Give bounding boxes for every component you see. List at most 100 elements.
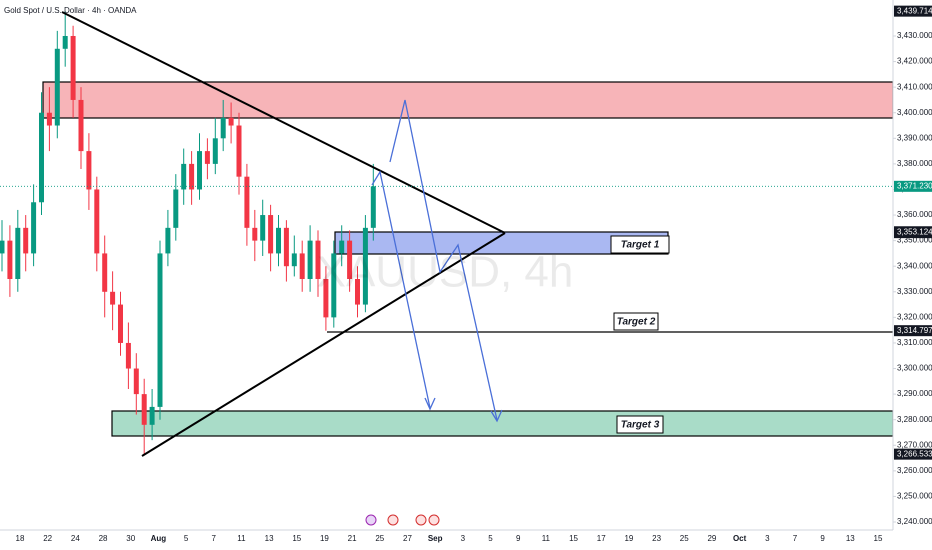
x-tick-label: 15 (874, 534, 883, 543)
candle-body (212, 138, 218, 164)
x-tick-label: 29 (707, 534, 716, 543)
candle-body (102, 253, 108, 292)
y-tick-label: 3,310.000 (897, 338, 932, 347)
candle-body (299, 253, 305, 280)
candle-body (149, 406, 155, 425)
candle-body (31, 202, 37, 254)
candle-body (133, 368, 139, 395)
y-tick-label: 3,380.000 (897, 159, 932, 168)
candle-body (78, 99, 84, 152)
x-tick-label: Oct (733, 534, 747, 543)
x-tick-label: 5 (184, 534, 189, 543)
candles (0, 11, 376, 455)
y-tick-label: 3,410.000 (897, 82, 932, 91)
candle-body (7, 240, 13, 280)
price-label: 3,314.797 (897, 326, 932, 335)
target-box (613, 312, 659, 331)
x-tick-label: 11 (542, 534, 551, 543)
candle-body (86, 151, 92, 190)
price-label-bg (894, 5, 932, 17)
x-tick-label: Aug (151, 534, 167, 543)
y-tick-label: 3,240.000 (897, 517, 932, 526)
x-tick-label: 13 (846, 534, 855, 543)
x-tick-label: 27 (403, 534, 412, 543)
event-icon[interactable] (365, 514, 377, 526)
x-tick-label: 23 (652, 534, 661, 543)
price-label: 3,439.714 (897, 6, 932, 15)
candle-body (70, 35, 76, 100)
event-icon[interactable] (387, 514, 399, 526)
watermark: XAUUSD, 4h (317, 248, 574, 297)
y-tick-label: 3,320.000 (897, 312, 932, 321)
candle-body (236, 125, 242, 177)
candle-body (355, 279, 360, 305)
y-tick-label: 3,350.000 (897, 236, 932, 245)
x-tick-label: 24 (71, 534, 80, 543)
y-tick-label: 3,400.000 (897, 108, 932, 117)
x-tick-label: 28 (99, 534, 108, 543)
x-tick-label: 3 (765, 534, 770, 543)
x-tick-label: 30 (126, 534, 135, 543)
event-icon[interactable] (415, 514, 427, 526)
candle-body (307, 240, 313, 280)
candle-body (260, 215, 266, 241)
trendline-upper (61, 11, 506, 234)
candle-body (244, 176, 250, 228)
candle-body (276, 227, 281, 254)
candle-body (181, 163, 187, 190)
y-tick-label: 3,300.000 (897, 364, 932, 373)
y-tick-label: 3,280.000 (897, 415, 932, 424)
y-tick-label: 3,330.000 (897, 287, 932, 296)
price-label: 3,371.230 (897, 181, 932, 190)
price-label: 3,353.124 (897, 228, 932, 237)
arrow-head (490, 409, 503, 423)
x-tick-label: 13 (265, 534, 274, 543)
event-icon[interactable] (428, 514, 440, 526)
candle-body (118, 304, 123, 343)
x-tick-label: 22 (43, 534, 52, 543)
x-tick-label: 18 (16, 534, 25, 543)
x-tick-label: 17 (597, 534, 606, 543)
candle-body (220, 117, 226, 139)
projection-arrow (371, 170, 431, 409)
x-tick-label: 21 (348, 534, 357, 543)
candle-body (331, 253, 337, 318)
candle-body (315, 240, 321, 280)
candle-body (125, 342, 131, 369)
candle-body (173, 189, 179, 228)
candle-body (291, 253, 297, 267)
candle-body (141, 394, 147, 425)
y-tick-label: 3,390.000 (897, 133, 932, 142)
y-tick-label: 3,420.000 (897, 57, 932, 66)
projection-arrow (389, 99, 498, 421)
y-tick-label: 3,340.000 (897, 261, 932, 270)
price-label-bg (894, 227, 932, 239)
candle-body (347, 240, 353, 280)
candle-body (23, 227, 29, 254)
x-tick-label: 9 (516, 534, 521, 543)
candle-body (54, 48, 60, 126)
x-tick-label: 19 (320, 534, 329, 543)
target-box (610, 235, 670, 254)
target-box (616, 415, 664, 434)
target-label: Target 2 (617, 317, 656, 328)
resistance-zone (42, 81, 894, 119)
candle-body (252, 227, 258, 241)
price-label-bg (894, 448, 932, 460)
price-label-bg (894, 325, 932, 337)
x-tick-label: 11 (237, 534, 246, 543)
target3-zone (111, 410, 894, 437)
x-tick-label: 5 (488, 534, 493, 543)
x-tick-label: 15 (292, 534, 301, 543)
x-tick-label: 7 (793, 534, 798, 543)
x-tick-label: 3 (461, 534, 466, 543)
price-label-bg (894, 180, 932, 192)
candle-body (165, 227, 171, 254)
candle-body (15, 227, 21, 280)
candle-body (39, 112, 44, 203)
x-tick-label: 19 (624, 534, 633, 543)
candle-body (189, 163, 195, 190)
x-tick-label: 25 (680, 534, 689, 543)
arrow-head (424, 397, 436, 411)
